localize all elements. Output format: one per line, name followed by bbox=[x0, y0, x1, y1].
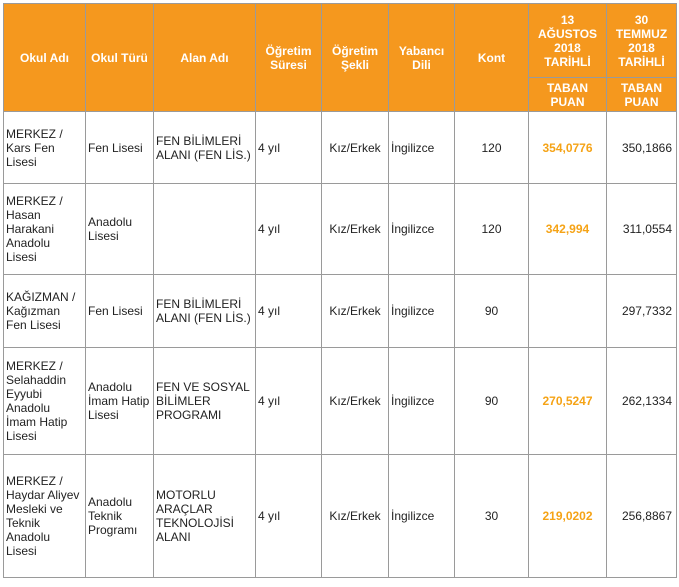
header-okul-adi: Okul Adı bbox=[3, 3, 86, 112]
table-row: MERKEZ / Hasan Harakani Anadolu Lisesi A… bbox=[3, 183, 677, 275]
header-date-2: 30 TEMMUZ 2018 TARİHLİ bbox=[606, 3, 677, 78]
cell-okul-adi: MERKEZ / Haydar Aliyev Mesleki ve Teknik… bbox=[3, 454, 86, 578]
table-row: MERKEZ / Haydar Aliyev Mesleki ve Teknik… bbox=[3, 454, 677, 578]
school-scores-table: Okul Adı Okul Türü Alan Adı Öğretim Süre… bbox=[3, 3, 677, 578]
cell-okul-turu: Fen Lisesi bbox=[85, 111, 154, 184]
cell-okul-adi: MERKEZ / Hasan Harakani Anadolu Lisesi bbox=[3, 183, 86, 275]
cell-okul-turu: Anadolu İmam Hatip Lisesi bbox=[85, 347, 154, 455]
header-alan-adi: Alan Adı bbox=[153, 3, 256, 112]
table-row: KAĞIZMAN / Kağızman Fen Lisesi Fen Lises… bbox=[3, 274, 677, 348]
cell-kont: 90 bbox=[454, 274, 529, 348]
cell-puan-2: 297,7332 bbox=[606, 274, 677, 348]
cell-alan-adi: MOTORLU ARAÇLAR TEKNOLOJİSİ ALANI bbox=[153, 454, 256, 578]
header-date-1: 13 AĞUSTOS 2018 TARİHLİ bbox=[528, 3, 607, 78]
cell-yabanci-dili: İngilizce bbox=[388, 183, 455, 275]
cell-yabanci-dili: İngilizce bbox=[388, 454, 455, 578]
cell-puan-1: 354,0776 bbox=[528, 111, 607, 184]
cell-alan-adi: FEN VE SOSYAL BİLİMLER PROGRAMI bbox=[153, 347, 256, 455]
cell-ogretim-sekli: Kız/Erkek bbox=[321, 454, 389, 578]
cell-puan-2: 311,0554 bbox=[606, 183, 677, 275]
cell-okul-adi: MERKEZ / Selahaddin Eyyubi Anadolu İmam … bbox=[3, 347, 86, 455]
header-taban-puan-2: TABAN PUAN bbox=[606, 77, 677, 112]
cell-puan-1: 270,5247 bbox=[528, 347, 607, 455]
cell-kont: 30 bbox=[454, 454, 529, 578]
header-yabanci-dili: Yabancı Dili bbox=[388, 3, 455, 112]
header-okul-turu: Okul Türü bbox=[85, 3, 154, 112]
cell-kont: 90 bbox=[454, 347, 529, 455]
cell-puan-2: 350,1866 bbox=[606, 111, 677, 184]
cell-kont: 120 bbox=[454, 183, 529, 275]
cell-ogretim-suresi: 4 yıl bbox=[255, 274, 322, 348]
table-row: MERKEZ / Kars Fen Lisesi Fen Lisesi FEN … bbox=[3, 111, 677, 184]
cell-puan-1: 342,994 bbox=[528, 183, 607, 275]
cell-okul-turu: Anadolu Teknik Programı bbox=[85, 454, 154, 578]
cell-yabanci-dili: İngilizce bbox=[388, 347, 455, 455]
cell-puan-1: 219,0202 bbox=[528, 454, 607, 578]
header-ogretim-suresi: Öğretim Süresi bbox=[255, 3, 322, 112]
cell-okul-adi: KAĞIZMAN / Kağızman Fen Lisesi bbox=[3, 274, 86, 348]
cell-kont: 120 bbox=[454, 111, 529, 184]
cell-okul-adi: MERKEZ / Kars Fen Lisesi bbox=[3, 111, 86, 184]
cell-puan-2: 256,8867 bbox=[606, 454, 677, 578]
header-taban-puan-1: TABAN PUAN bbox=[528, 77, 607, 112]
cell-ogretim-sekli: Kız/Erkek bbox=[321, 274, 389, 348]
cell-ogretim-sekli: Kız/Erkek bbox=[321, 183, 389, 275]
table-row: MERKEZ / Selahaddin Eyyubi Anadolu İmam … bbox=[3, 347, 677, 455]
cell-ogretim-sekli: Kız/Erkek bbox=[321, 347, 389, 455]
cell-yabanci-dili: İngilizce bbox=[388, 274, 455, 348]
cell-alan-adi: FEN BİLİMLERİ ALANI (FEN LİS.) bbox=[153, 111, 256, 184]
cell-alan-adi: FEN BİLİMLERİ ALANI (FEN LİS.) bbox=[153, 274, 256, 348]
cell-puan-2: 262,1334 bbox=[606, 347, 677, 455]
cell-okul-turu: Anadolu Lisesi bbox=[85, 183, 154, 275]
cell-alan-adi bbox=[153, 183, 256, 275]
cell-ogretim-suresi: 4 yıl bbox=[255, 183, 322, 275]
cell-okul-turu: Fen Lisesi bbox=[85, 274, 154, 348]
cell-ogretim-suresi: 4 yıl bbox=[255, 347, 322, 455]
cell-yabanci-dili: İngilizce bbox=[388, 111, 455, 184]
header-kont: Kont bbox=[454, 3, 529, 112]
cell-ogretim-suresi: 4 yıl bbox=[255, 111, 322, 184]
header-ogretim-sekli: Öğretim Şekli bbox=[321, 3, 389, 112]
cell-puan-1 bbox=[528, 274, 607, 348]
cell-ogretim-suresi: 4 yıl bbox=[255, 454, 322, 578]
cell-ogretim-sekli: Kız/Erkek bbox=[321, 111, 389, 184]
